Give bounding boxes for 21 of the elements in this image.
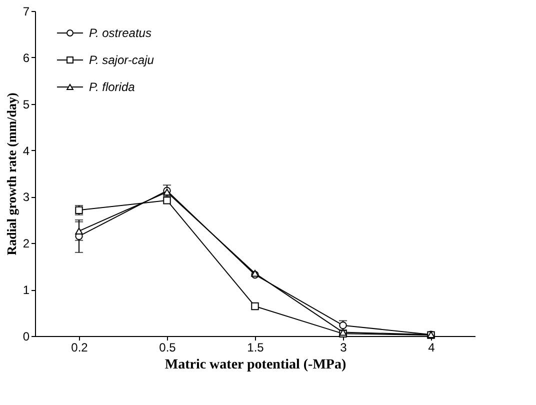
y-tick-label: 7: [22, 4, 30, 18]
y-tick-label: 1: [22, 283, 30, 298]
x-axis-title: Matric water potential (-MPa): [164, 358, 346, 372]
y-tick-label: 5: [22, 97, 30, 112]
x-tick-label: 4: [428, 340, 436, 354]
y-tick-label: 3: [22, 190, 30, 204]
x-tick-label: 0.5: [159, 340, 176, 354]
legend-label: P. ostreatus: [89, 26, 152, 40]
y-tick-label: 4: [22, 144, 30, 158]
legend-label: P. florida: [89, 80, 136, 94]
x-tick-label: 3: [340, 340, 348, 354]
point: [75, 228, 83, 234]
y-axis-title: Radial growth rate (mm/day): [4, 92, 19, 256]
y-tick-label: 2: [22, 236, 30, 251]
point: [251, 302, 259, 310]
y-tick-label: 0: [22, 330, 30, 344]
x-tick-label: 0.2: [71, 340, 88, 354]
y-tick-label: 6: [22, 50, 30, 65]
legend-label: P. sajor-caju: [89, 53, 154, 67]
point: [163, 196, 171, 204]
x-tick-label: 1.5: [247, 340, 264, 354]
